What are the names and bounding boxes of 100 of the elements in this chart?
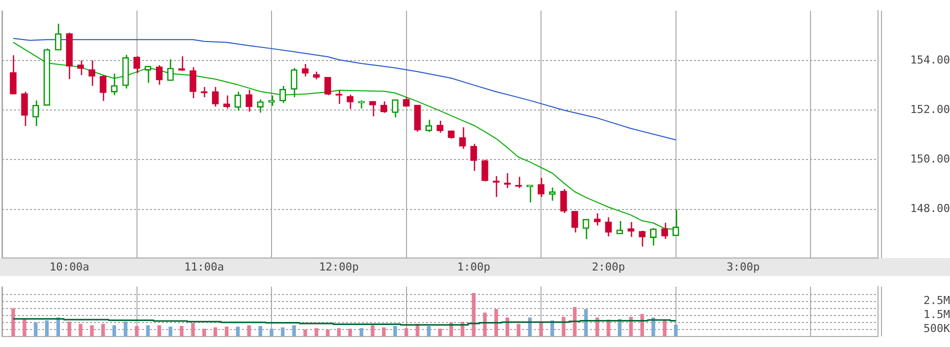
bar bbox=[674, 324, 678, 336]
y-tick-label: 148.00 bbox=[910, 202, 950, 216]
candlestick bbox=[571, 210, 578, 234]
bar bbox=[606, 320, 610, 336]
candlestick bbox=[369, 100, 376, 117]
candlestick bbox=[560, 188, 567, 214]
bar bbox=[426, 326, 431, 336]
bar bbox=[572, 307, 577, 336]
y-tick-label: 154.00 bbox=[910, 53, 950, 66]
candlestick bbox=[246, 89, 252, 112]
bar bbox=[460, 322, 464, 336]
candlestick bbox=[594, 212, 601, 226]
bar bbox=[168, 326, 172, 336]
candlestick bbox=[100, 74, 106, 102]
bar bbox=[68, 322, 72, 336]
bar bbox=[270, 328, 274, 336]
candlestick bbox=[672, 208, 680, 236]
candlestick bbox=[212, 86, 219, 108]
bar bbox=[34, 322, 38, 336]
candlestick bbox=[436, 120, 444, 134]
candlestick bbox=[54, 23, 62, 51]
bar bbox=[516, 324, 520, 336]
candlestick bbox=[190, 66, 196, 99]
bar bbox=[539, 322, 543, 336]
candlestick bbox=[425, 119, 432, 133]
bar bbox=[11, 308, 16, 336]
bar bbox=[337, 328, 341, 336]
y-tick-label: 1.5M bbox=[924, 308, 950, 322]
candlestick bbox=[257, 98, 264, 114]
bar bbox=[191, 323, 195, 336]
candlestick bbox=[380, 100, 388, 114]
candlestick bbox=[492, 175, 500, 198]
x-tick-label: 10:00a bbox=[50, 260, 90, 274]
y-tick-label: 152.00 bbox=[910, 102, 950, 116]
candlestick bbox=[223, 94, 230, 110]
candlestick bbox=[605, 216, 612, 238]
candlestick bbox=[650, 227, 657, 246]
candlestick bbox=[346, 94, 354, 110]
candlestick bbox=[302, 63, 309, 78]
x-tick-label: 3:00p bbox=[726, 260, 760, 274]
bar bbox=[247, 325, 251, 336]
candlestick bbox=[178, 56, 185, 72]
bar bbox=[180, 326, 184, 336]
bar bbox=[292, 325, 296, 336]
candlestick bbox=[515, 176, 522, 189]
bar bbox=[393, 326, 397, 336]
bar bbox=[124, 322, 128, 336]
x-tick-label: 12:00p bbox=[319, 260, 359, 274]
y-tick-label: 150.00 bbox=[910, 152, 950, 166]
bar bbox=[78, 324, 82, 336]
bar bbox=[112, 325, 116, 336]
candlestick bbox=[133, 56, 140, 74]
bar bbox=[101, 324, 105, 336]
candlestick bbox=[616, 220, 623, 235]
bar bbox=[584, 309, 588, 336]
candlestick bbox=[548, 186, 556, 202]
bar bbox=[382, 327, 386, 336]
bar bbox=[90, 325, 94, 336]
candlestick bbox=[290, 67, 298, 98]
candlestick bbox=[144, 65, 152, 84]
candlestick bbox=[10, 54, 17, 95]
bar bbox=[370, 325, 374, 336]
bar bbox=[314, 328, 318, 336]
candlestick bbox=[628, 221, 634, 238]
bar bbox=[134, 326, 139, 336]
bar bbox=[404, 328, 408, 336]
candlestick bbox=[77, 60, 84, 76]
y-tick-label: 2.5M bbox=[924, 294, 950, 308]
bar bbox=[303, 329, 308, 336]
bar bbox=[360, 328, 364, 336]
candlestick bbox=[538, 177, 544, 198]
x-tick-label: 11:00a bbox=[184, 260, 224, 274]
x-tick-label: 2:00p bbox=[592, 260, 626, 274]
candlestick bbox=[336, 90, 342, 105]
candlestick bbox=[110, 72, 118, 96]
bar bbox=[326, 329, 330, 336]
candlestick bbox=[21, 91, 28, 127]
candlestick bbox=[32, 100, 40, 127]
bar bbox=[662, 320, 666, 336]
candlestick bbox=[459, 126, 466, 150]
candlestick bbox=[638, 230, 646, 248]
bar bbox=[280, 327, 285, 336]
candlestick bbox=[582, 218, 590, 240]
candlestick bbox=[279, 85, 286, 104]
bar bbox=[236, 326, 240, 336]
bar bbox=[224, 326, 228, 336]
candlestick bbox=[482, 159, 488, 182]
candlestick bbox=[88, 60, 96, 86]
bar bbox=[472, 293, 476, 336]
bar bbox=[22, 318, 26, 336]
x-tick-label: 1:00p bbox=[457, 260, 490, 274]
bar bbox=[157, 325, 162, 336]
candlestick bbox=[234, 91, 242, 112]
candlestick bbox=[504, 172, 511, 189]
candlestick bbox=[324, 76, 332, 96]
bar bbox=[438, 328, 442, 336]
bar bbox=[258, 326, 262, 336]
bar bbox=[45, 320, 49, 336]
candlestick bbox=[167, 58, 174, 82]
y-tick-label: 500K bbox=[924, 322, 950, 336]
